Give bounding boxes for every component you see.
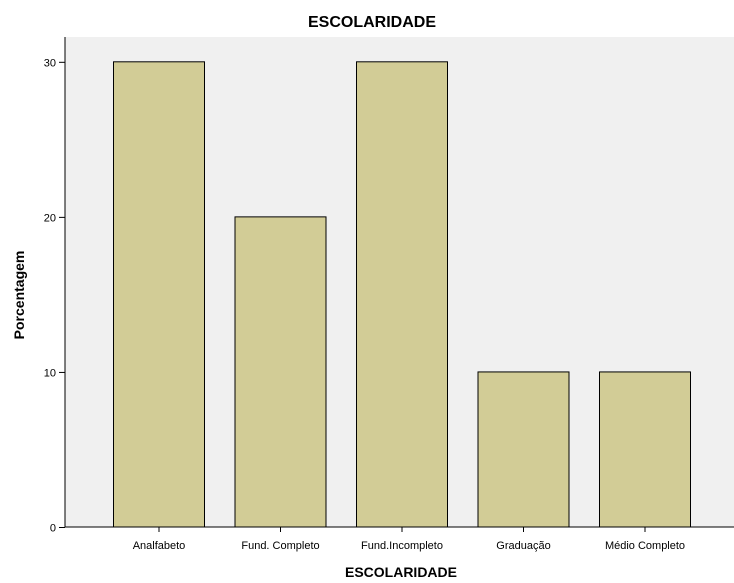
y-tick-label: 20 — [44, 212, 56, 224]
bar — [599, 371, 691, 528]
x-category-label: Graduação — [496, 540, 550, 552]
x-axis-title: ESCOLARIDADE — [345, 564, 457, 580]
y-axis-ticks: 0 10 20 30 — [44, 57, 65, 535]
x-category-label: Fund.Incompleto — [361, 540, 443, 552]
bar — [113, 61, 205, 528]
y-tick-label: 10 — [44, 367, 56, 379]
x-axis-category-labels: Analfabeto Fund. Completo Fund.Incompleto G… — [133, 527, 685, 552]
bars — [113, 61, 691, 528]
bar — [234, 216, 327, 528]
y-tick-label: 30 — [44, 57, 56, 69]
chart-title: ESCOLARIDADE — [308, 14, 436, 31]
x-category-label: Fund. Completo — [241, 540, 319, 552]
x-category-label: Analfabeto — [133, 540, 186, 552]
y-tick-label: 0 — [50, 523, 56, 535]
bar — [477, 371, 570, 528]
y-axis-title: Porcentagem — [11, 251, 27, 340]
bar — [356, 61, 448, 528]
x-category-label: Médio Completo — [605, 540, 685, 552]
